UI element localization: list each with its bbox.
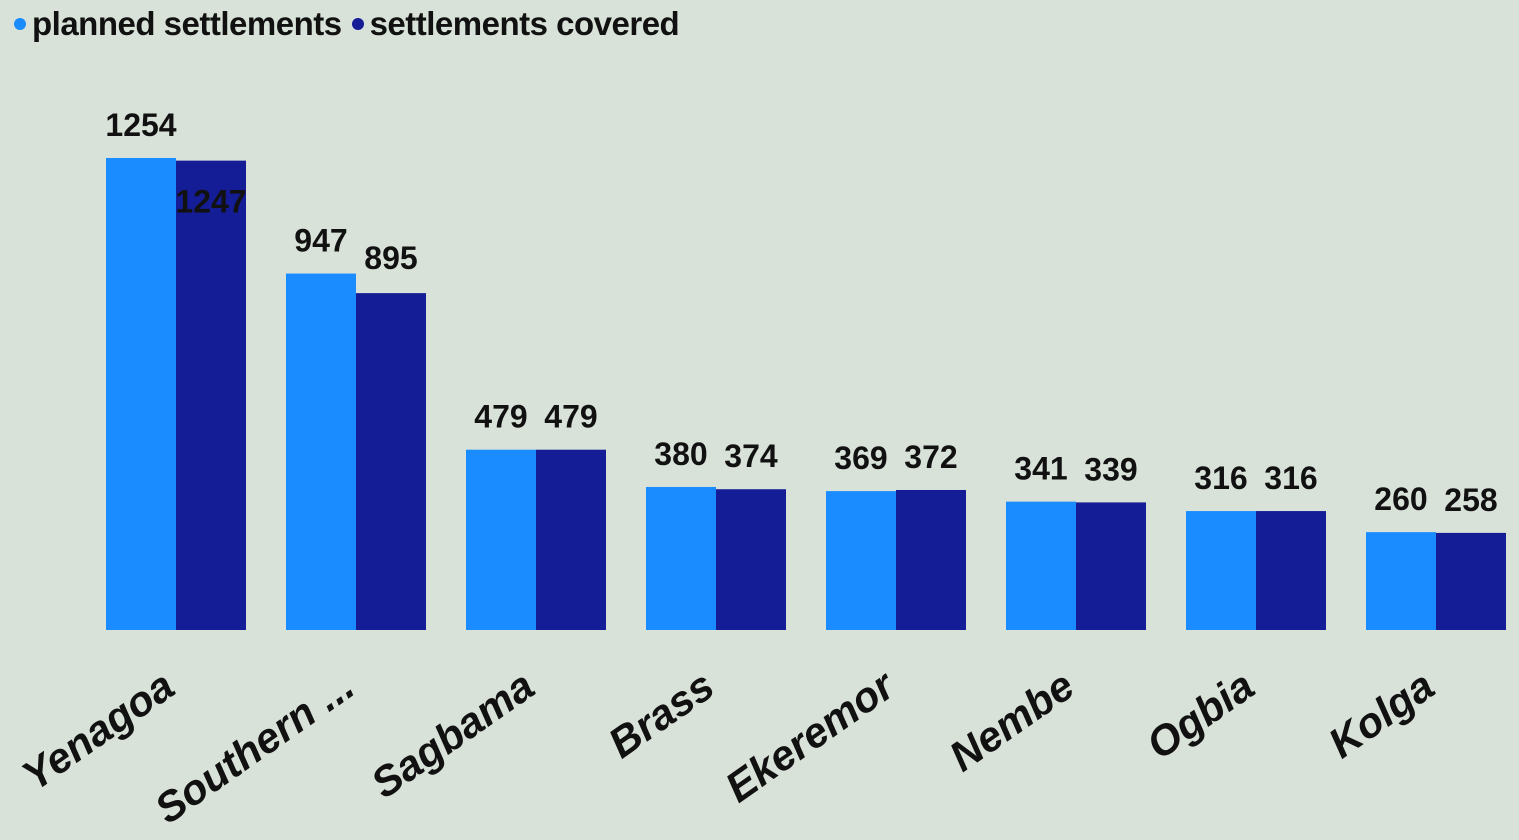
value-label-covered-1: 895 [364, 240, 417, 276]
bar-covered-0 [176, 160, 246, 630]
bar-planned-5 [1006, 501, 1076, 630]
bar-covered-3 [716, 489, 786, 630]
category-label-5: Nembe [941, 661, 1083, 780]
bar-covered-4 [896, 489, 966, 630]
value-label-planned-5: 341 [1014, 451, 1067, 487]
bar-covered-2 [536, 449, 606, 630]
value-label-planned-1: 947 [294, 223, 347, 259]
value-label-covered-7: 258 [1444, 482, 1497, 518]
legend-item-planned: planned settlements [14, 5, 342, 43]
value-label-planned-3: 380 [654, 436, 707, 472]
bar-planned-2 [466, 449, 536, 630]
category-label-6: Ogbia [1138, 661, 1262, 768]
value-label-covered-6: 316 [1264, 460, 1317, 496]
bar-covered-6 [1256, 511, 1326, 630]
value-label-planned-7: 260 [1374, 481, 1427, 517]
category-label-1: Southern ... [146, 661, 362, 832]
category-label-7: Kolga [1320, 661, 1443, 766]
category-label-0: Yenagoa [13, 661, 182, 799]
bar-covered-1 [356, 293, 426, 630]
category-label-3: Brass [600, 661, 723, 766]
value-label-planned-0: 1254 [105, 107, 176, 143]
category-label-4: Ekeremor [717, 660, 905, 811]
bar-covered-5 [1076, 502, 1146, 630]
value-label-covered-0: 1247 [175, 184, 246, 220]
bar-planned-7 [1366, 532, 1436, 630]
value-label-planned-4: 369 [834, 440, 887, 476]
bar-planned-4 [826, 491, 896, 630]
value-label-planned-6: 316 [1194, 460, 1247, 496]
legend-swatch-planned [14, 18, 26, 30]
bar-planned-6 [1186, 511, 1256, 630]
legend-label-covered: settlements covered [369, 5, 680, 42]
legend-item-covered: settlements covered [351, 5, 680, 43]
value-label-covered-5: 339 [1084, 451, 1137, 487]
legend-label-planned: planned settlements [32, 5, 342, 42]
bar-planned-3 [646, 486, 716, 630]
value-label-planned-2: 479 [474, 399, 527, 435]
category-label-2: Sagbama [362, 661, 542, 807]
legend-swatch-covered [351, 18, 364, 30]
value-label-covered-3: 374 [724, 438, 778, 474]
legend: planned settlements settlements covered [14, 2, 680, 46]
value-label-covered-2: 479 [544, 399, 597, 435]
bar-covered-7 [1436, 532, 1506, 630]
bar-planned-0 [106, 158, 176, 630]
value-label-covered-4: 372 [904, 439, 957, 475]
bar-planned-1 [286, 273, 356, 630]
